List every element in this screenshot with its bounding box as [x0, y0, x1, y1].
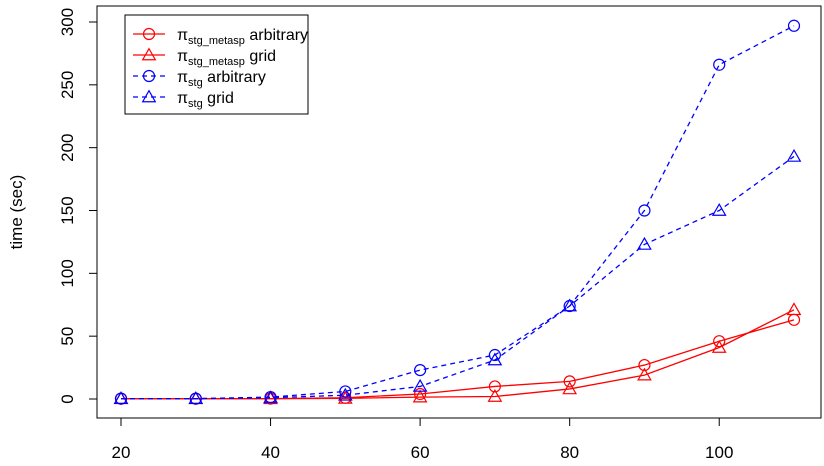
data-point	[786, 148, 802, 162]
data-point	[637, 367, 652, 381]
x-tick-label: 40	[261, 443, 280, 462]
y-tick-label: 0	[58, 394, 77, 403]
data-point	[488, 380, 501, 393]
series-line	[121, 155, 795, 400]
legend-item: πstg_metasp grid	[133, 47, 276, 68]
data-point	[339, 385, 352, 398]
data-point	[711, 339, 727, 353]
y-tick-label: 250	[58, 71, 77, 99]
series-line	[121, 309, 795, 400]
series-line	[121, 319, 795, 400]
y-tick-label: 150	[58, 196, 77, 224]
legend-item: πstg_metasp arbitrary	[133, 27, 308, 47]
x-tick-label: 100	[705, 443, 733, 462]
data-point	[188, 391, 204, 404]
x-tick-label: 20	[112, 443, 131, 462]
series-layer	[113, 19, 802, 405]
series-0000ff-triangle	[113, 148, 802, 404]
legend-marker	[142, 27, 156, 41]
series-ff0000-circle	[114, 313, 801, 405]
data-point	[263, 390, 278, 404]
data-point	[337, 387, 353, 401]
data-point	[786, 302, 802, 316]
legend-label: πstg_metasp grid	[177, 48, 276, 68]
data-point	[337, 390, 353, 404]
legend-marker	[142, 69, 156, 83]
legend-marker	[141, 89, 157, 103]
data-point	[563, 375, 576, 388]
y-tick-label: 300	[58, 8, 77, 36]
data-point	[414, 387, 427, 401]
legend-label: πstg_metasp arbitrary	[177, 27, 308, 47]
data-point	[562, 381, 578, 395]
data-point	[113, 391, 129, 404]
legend-marker	[141, 47, 157, 61]
x-tick-label: 80	[560, 443, 579, 462]
series-ff0000-triangle	[113, 302, 802, 405]
x-tick-label: 60	[411, 443, 430, 462]
data-point	[637, 236, 652, 250]
data-point	[787, 19, 801, 32]
data-point	[713, 335, 726, 348]
axes: 20 40 60 80 100 0 50 100 150 200 250 300	[58, 8, 733, 462]
data-point	[713, 58, 726, 71]
y-tick-label: 100	[58, 259, 77, 287]
y-tick-label: 50	[58, 327, 77, 346]
y-axis-label: time (sec)	[7, 175, 26, 250]
legend-item: πstg arbitrary	[133, 69, 266, 89]
data-point	[638, 358, 651, 372]
legend-item: πstg grid	[133, 89, 234, 110]
legend-label: πstg grid	[177, 90, 234, 110]
data-point	[487, 352, 503, 366]
y-tick-label: 200	[58, 133, 77, 161]
data-point	[638, 204, 651, 217]
data-point	[414, 363, 427, 377]
data-point	[711, 202, 727, 216]
legend-label: πstg arbitrary	[177, 69, 266, 89]
data-point	[412, 389, 428, 403]
data-point	[412, 378, 428, 392]
data-point	[487, 388, 503, 402]
data-point	[562, 298, 578, 312]
